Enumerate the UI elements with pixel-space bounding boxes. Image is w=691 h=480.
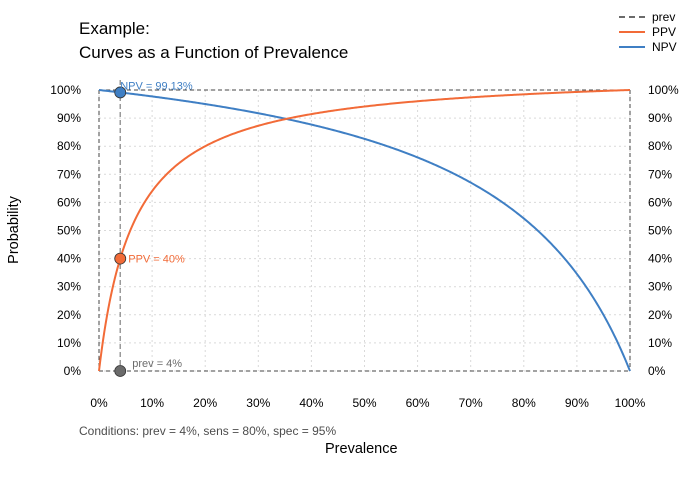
point-npv [114,86,127,99]
y-tick-label-left: 0% [64,364,82,378]
x-tick-label: 80% [512,396,536,410]
legend-item-npv: NPV [619,39,677,54]
y-tick-label-left: 40% [57,252,81,266]
y-tick-label-right: 10% [648,336,672,350]
x-tick-label: 20% [193,396,217,410]
x-tick-label: 50% [352,396,376,410]
legend-swatch-prev [619,15,645,18]
x-axis-label: Prevalence [325,441,398,457]
legend: prev PPV NPV [619,9,677,54]
y-tick-label-left: 10% [57,336,81,350]
y-tick-label-left: 50% [57,224,81,238]
point-label-ppv: PPV = 40% [128,254,185,266]
legend-label-prev: prev [652,9,676,24]
x-tick-label: 30% [246,396,270,410]
x-tick-label: 60% [406,396,430,410]
y-tick-label-right: 50% [648,224,672,238]
x-tick-label: 40% [299,396,323,410]
x-tick-label: 100% [615,396,646,410]
y-tick-label-right: 40% [648,252,672,266]
y-tick-label-right: 90% [648,111,672,125]
y-tick-label-right: 0% [648,364,666,378]
y-tick-label-left: 80% [57,139,81,153]
y-tick-label-left: 60% [57,195,81,209]
x-tick-label: 70% [459,396,483,410]
legend-item-ppv: PPV [619,24,677,39]
legend-label-ppv: PPV [652,24,677,39]
y-tick-label-right: 30% [648,280,672,294]
x-tick-label: 0% [90,396,108,410]
point-prev [114,365,127,377]
chart-title-line-1: Example: [79,19,150,38]
y-tick-label-right: 20% [648,308,672,322]
point-ppv [114,252,127,265]
y-tick-label-left: 90% [57,111,81,125]
y-tick-label-left: 100% [50,83,81,97]
y-tick-label-right: 100% [648,83,679,97]
y-tick-label-left: 20% [57,308,81,322]
legend-item-prev: prev [619,9,677,24]
y-axis-label: Probability [6,196,22,264]
x-tick-label: 90% [565,396,589,410]
y-tick-label-right: 70% [648,167,672,181]
legend-swatch-npv [619,45,645,48]
chart-title-line-2: Curves as a Function of Prevalence [79,43,349,62]
y-tick-label-right: 80% [648,139,672,153]
y-tick-label-left: 30% [57,280,81,294]
chart-caption: Conditions: prev = 4%, sens = 80%, spec … [79,424,337,438]
legend-swatch-ppv [619,30,645,33]
npv-curve [98,89,631,372]
point-label-npv: NPV = 99.13% [120,80,193,92]
ppv-curve [98,89,631,372]
y-tick-label-right: 60% [648,195,672,209]
legend-label-npv: NPV [652,39,677,54]
x-tick-label: 10% [140,396,164,410]
point-label-prev: prev = 4% [132,358,182,370]
y-tick-label-left: 70% [57,167,81,181]
